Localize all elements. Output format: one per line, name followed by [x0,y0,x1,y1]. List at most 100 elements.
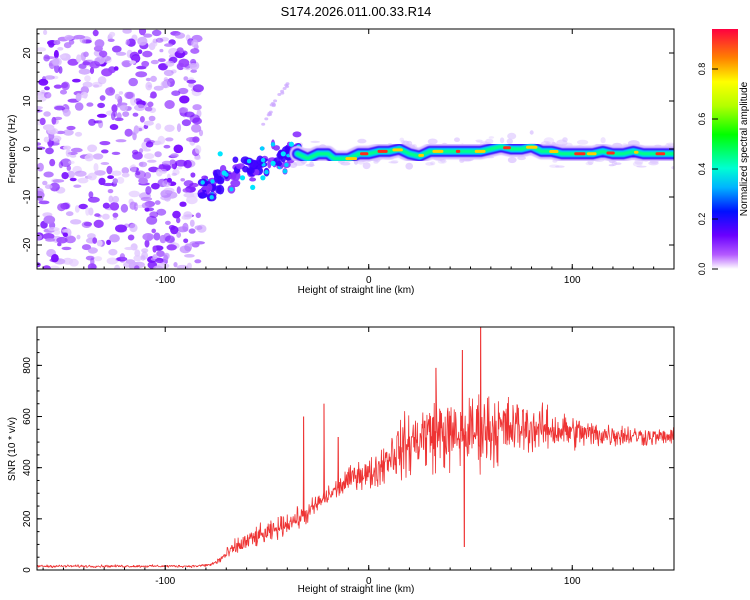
transition-dot [270,160,276,166]
noise-blob [124,246,135,251]
spectrogram-x-tick-label: 100 [564,275,581,286]
noise-blob [134,265,140,269]
spectrogram-y-tick-label: 20 [22,47,33,59]
noise-blob [145,186,152,195]
noise-blob [137,36,148,46]
noise-blob [111,151,121,155]
noise-blob [137,49,143,54]
noise-blob [151,29,162,37]
noise-blob [88,191,94,199]
haze-blob [488,136,495,139]
noise-blob [80,91,88,99]
noise-blob [72,78,81,83]
noise-blob [130,164,137,173]
noise-blob [43,215,56,224]
ridge-hotspot [574,152,586,156]
noise-blob [99,141,111,146]
noise-blob [87,247,98,254]
noise-blob [192,104,202,111]
spectrogram-y-tick-label: 0 [22,146,33,152]
noise-blob [70,147,83,153]
noise-blob [189,219,195,227]
noise-blob [116,176,125,184]
ridge-hotspot [455,149,461,153]
noise-blob [129,223,138,233]
ridge-hotspot [392,148,403,152]
noise-blob [114,264,121,269]
noise-blob [62,257,74,265]
noise-blob [115,224,127,233]
transition-blob [230,179,241,188]
spectrogram-x-tick-label: 0 [366,275,372,286]
noise-blob [180,178,185,182]
noise-blob [161,160,172,166]
snr-x-tick-label: -100 [155,576,175,587]
noise-blob [59,54,67,59]
haze-blob [576,139,589,145]
noise-blob [75,93,82,102]
transition-blob [214,173,219,183]
noise-blob [42,180,48,186]
noise-blob [194,259,202,264]
noise-blob [94,213,101,217]
noise-blob [51,254,59,263]
haze-blob [632,161,643,167]
noise-blob [53,116,63,121]
transition-dot [217,151,223,157]
snr-x-tick-label: 0 [366,576,372,587]
noise-blob [109,124,119,130]
transition-core [229,187,234,192]
noise-blob [176,47,184,54]
noise-blob [138,161,148,168]
streak-blob [282,87,287,90]
noise-blob [122,61,130,68]
noise-blob [192,136,200,143]
noise-blob [94,256,103,262]
noise-blob [176,166,182,170]
noise-blob [178,87,189,95]
transition-blob [292,131,302,138]
noise-blob [127,234,135,241]
transition-blob [249,177,257,182]
noise-blob [74,205,80,213]
noise-blob [144,172,152,179]
noise-blob [37,262,41,268]
noise-blob [183,76,189,81]
noise-blob [85,207,90,216]
haze-blob [507,156,517,164]
noise-blob [169,159,176,165]
noise-blob [151,228,156,234]
ridge-hotspot [655,152,666,156]
noise-blob [103,55,112,64]
noise-blob [132,131,137,141]
ridge-hotspot [503,146,511,150]
transition-dot [221,170,227,176]
noise-blob [52,179,65,183]
noise-blob [106,257,119,265]
noise-blob [139,148,144,154]
noise-blob [87,144,98,153]
noise-blob [155,123,162,130]
noise-blob [163,69,174,77]
noise-blob [183,211,193,220]
haze-blob [357,138,367,144]
transition-blob [232,156,239,163]
ridge-hotspot [345,157,358,161]
noise-blob [48,140,53,149]
noise-blob [118,91,124,95]
noise-blob [150,91,157,99]
noise-blob [176,186,181,194]
noise-blob [67,170,75,179]
transition-dot [260,175,266,181]
noise-blob [111,111,116,121]
noise-blob [57,47,64,51]
ridge-hotspot [586,152,597,156]
haze-blob [373,160,379,164]
noise-blob [186,195,198,205]
noise-blob [166,177,172,183]
noise-blob [97,76,107,85]
noise-blob [159,234,167,244]
noise-blob [157,135,166,145]
ridge-hotspot [634,150,639,154]
noise-blob [102,213,110,220]
